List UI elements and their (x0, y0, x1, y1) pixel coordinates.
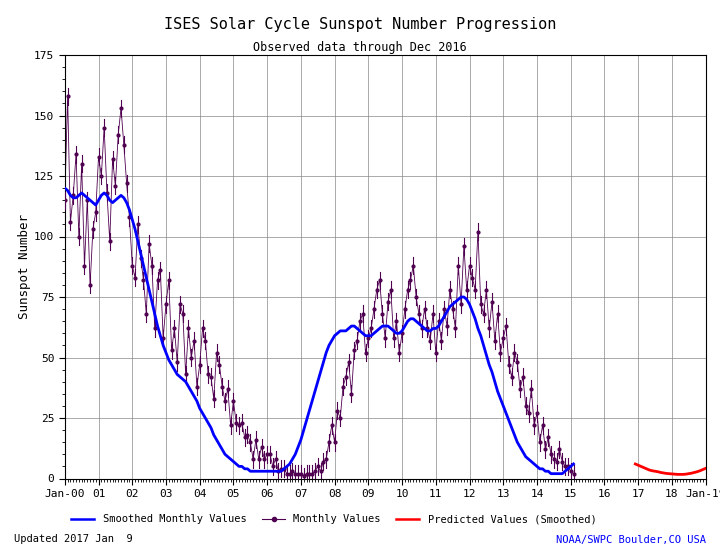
Text: Observed data through Dec 2016: Observed data through Dec 2016 (253, 41, 467, 54)
Y-axis label: Sunspot Number: Sunspot Number (18, 214, 32, 319)
Legend: Smoothed Monthly Values, Monthly Values, Predicted Values (Smoothed): Smoothed Monthly Values, Monthly Values,… (67, 510, 600, 529)
Text: ISES Solar Cycle Sunspot Number Progression: ISES Solar Cycle Sunspot Number Progress… (164, 16, 556, 31)
Text: NOAA/SWPC Boulder,CO USA: NOAA/SWPC Boulder,CO USA (556, 535, 706, 544)
Text: Updated 2017 Jan  9: Updated 2017 Jan 9 (14, 535, 133, 544)
